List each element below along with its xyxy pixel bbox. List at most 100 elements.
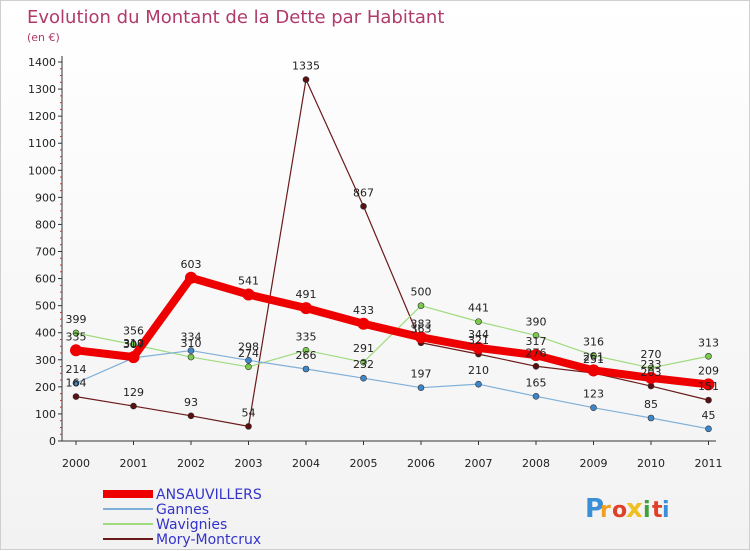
data-point-wavignies [532,332,540,339]
logo-letter: x [626,494,643,524]
series-line-gannes [75,349,710,430]
data-point-mory-montcrux [245,423,252,430]
data-label-ansauvillers: 603 [181,258,202,271]
data-point-mory-montcrux [705,396,712,404]
data-point-ansauvillers [415,331,427,344]
data-point-mory-montcrux [647,382,655,390]
data-label-ansauvillers: 310 [123,337,144,350]
x-tick-label: 2002 [177,457,205,470]
data-label-wavignies: 390 [526,315,547,328]
data-point-mory-montcrux [130,402,137,410]
data-label-gannes: 298 [238,340,259,353]
legend-label-wavignies: Wavignies [156,517,227,533]
data-label-ansauvillers: 541 [238,275,259,288]
data-label-ansauvillers: 383 [411,317,432,330]
data-point-wavignies [417,302,425,309]
x-tick-label: 2008 [522,457,550,470]
series-line-ansauvillers [72,273,713,389]
series-layer [70,76,715,433]
data-point-gannes [705,425,712,433]
data-label-ansauvillers: 433 [353,304,374,317]
legend-label-mory-montcrux: Mory-Montcrux [156,532,261,548]
y-tick-label: 900 [35,191,56,204]
data-label-wavignies: 335 [296,330,317,343]
data-label-wavignies: 270 [641,348,662,361]
data-point-gannes [475,380,482,388]
data-label-wavignies: 441 [468,302,489,315]
data-label-wavignies: 356 [123,325,144,338]
data-label-ansauvillers: 261 [583,350,604,363]
data-point-ansauvillers [127,351,140,364]
data-point-ansauvillers [645,371,657,384]
y-tick-label: 1400 [28,56,56,69]
data-point-gannes [532,393,540,400]
y-tick-label: 1300 [28,83,56,96]
y-tick-label: 1100 [28,137,56,150]
data-point-wavignies [245,363,252,371]
x-tick-label: 2004 [292,457,320,470]
data-label-ansauvillers: 209 [698,364,719,377]
data-labels: 1641299354133586736332127625120315139935… [66,60,720,422]
y-tick-label: 800 [35,218,56,231]
data-label-ansauvillers: 317 [526,335,547,348]
data-label-mory-montcrux: 54 [242,406,256,419]
data-label-mory-montcrux: 867 [353,186,374,199]
data-point-wavignies [590,352,597,359]
data-point-gannes [360,374,367,382]
data-label-mory-montcrux: 363 [411,323,432,336]
data-label-gannes: 165 [526,376,547,389]
logo-letter: i [643,498,651,523]
data-label-gannes: 232 [353,358,374,371]
y-tick-label: 700 [35,246,56,259]
x-tick-label: 2011 [695,457,723,470]
axes: 0 100 200 300 400 500 600 700 800 900 1000 1100 1200… [28,56,723,470]
data-point-gannes [187,347,195,354]
data-label-gannes: 266 [296,349,317,362]
x-tick-label: 2006 [407,457,435,470]
data-label-mory-montcrux: 93 [184,396,198,409]
x-tick-label: 2005 [350,457,378,470]
data-label-mory-montcrux: 164 [66,377,87,390]
data-label-wavignies: 313 [698,336,719,349]
data-point-gannes [245,357,252,364]
data-label-gannes: 197 [411,368,432,381]
legend-label-gannes: Gannes [156,502,209,518]
y-tick-label: 100 [35,408,56,421]
data-label-gannes: 123 [583,388,604,401]
data-label-mory-montcrux: 203 [641,366,662,379]
data-label-mory-montcrux: 151 [698,380,719,393]
logo-letter: r [600,498,611,523]
logo-letter: t [652,498,663,523]
x-tick-label: 2007 [465,457,493,470]
data-label-mory-montcrux: 251 [583,353,604,366]
data-point-mory-montcrux [187,412,195,420]
data-label-wavignies: 500 [411,286,432,299]
data-label-wavignies: 310 [181,337,202,350]
data-label-mory-montcrux: 276 [526,346,547,359]
chart-title: Evolution du Montant de la Dette par Hab… [27,7,444,28]
data-label-gannes: 210 [468,364,489,377]
data-point-ansauvillers [587,364,600,377]
data-label-ansauvillers: 233 [641,358,662,371]
x-tick-label: 2001 [120,457,148,470]
data-point-ansauvillers [185,271,197,284]
data-point-gannes [417,384,425,391]
data-point-wavignies [187,353,195,361]
data-point-mory-montcrux [302,76,310,83]
data-label-ansauvillers: 491 [296,288,317,301]
y-tick-label: 1200 [28,110,56,123]
y-tick-label: 600 [35,273,56,286]
data-label-wavignies: 399 [66,313,87,326]
chart-subtitle: (en €) [27,31,60,44]
data-point-mory-montcrux [532,362,540,370]
data-label-ansauvillers: 344 [468,328,489,341]
logo-letter: i [662,498,670,523]
data-point-mory-montcrux [72,393,80,400]
data-label-gannes: 214 [66,363,87,376]
data-label-gannes: 307 [123,338,144,351]
y-tick-label: 500 [35,300,56,313]
data-label-gannes: 334 [181,331,202,344]
data-point-ansauvillers [242,288,255,301]
